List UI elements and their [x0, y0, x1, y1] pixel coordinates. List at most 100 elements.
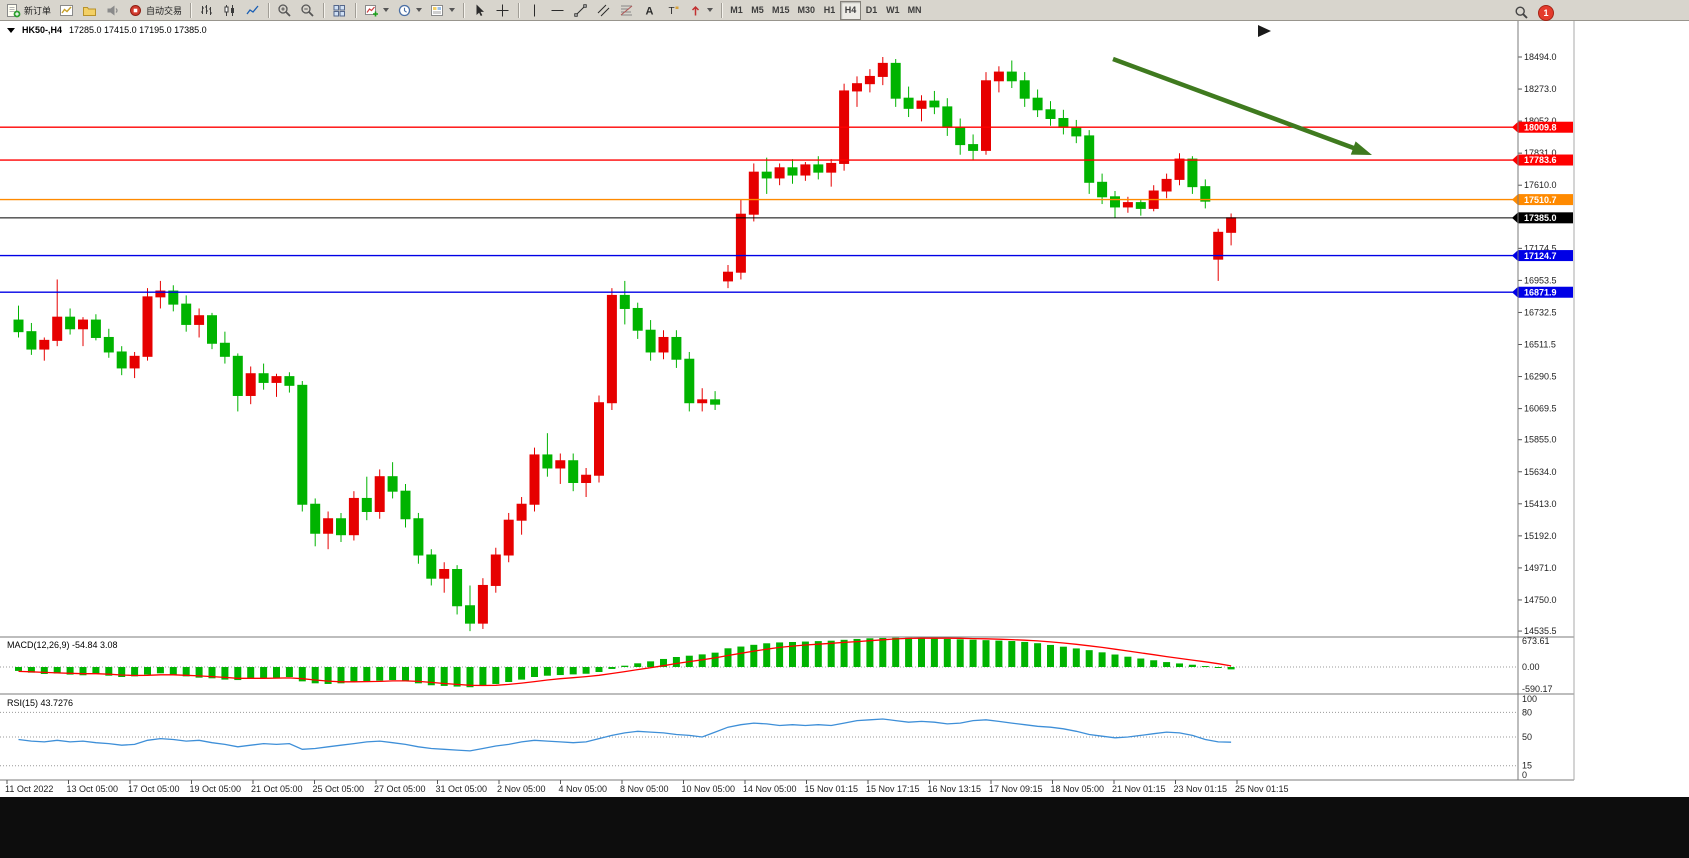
periods-dropdown-caret: [416, 8, 423, 12]
label-icon: T: [665, 3, 680, 18]
timeframe-button-MN[interactable]: MN: [904, 1, 926, 20]
speaker-icon: [105, 3, 120, 18]
collapse-chart-icon[interactable]: [7, 27, 15, 33]
panel-borders: [0, 21, 1575, 781]
fibonacci-button[interactable]: [615, 1, 638, 20]
toolbar-separator: [463, 2, 465, 18]
indicators-icon: [364, 3, 379, 18]
new-order-button[interactable]: 新订单: [2, 1, 55, 20]
zoom-out-button[interactable]: [296, 1, 319, 20]
price-tick-label: 15192.0: [1524, 531, 1557, 541]
vertical-line-button[interactable]: [523, 1, 546, 20]
svg-text:T: T: [668, 6, 674, 17]
vertical-line-icon: [527, 3, 542, 18]
cursor-button[interactable]: [468, 1, 491, 20]
macd-scale-label: 0.00: [1522, 662, 1540, 672]
price-tick-label: 18273.0: [1524, 84, 1557, 94]
rsi-scale-label: 0: [1522, 770, 1527, 780]
svg-text:16871.9: 16871.9: [1524, 287, 1557, 297]
zoom-in-button[interactable]: [273, 1, 296, 20]
chart-window[interactable]: 18494.0 18273.0 18052.0 17831.0 17610.0 17174…: [0, 21, 1689, 797]
trendline-button[interactable]: [569, 1, 592, 20]
date-label: 4 Nov 05:00: [559, 784, 608, 794]
time-axis[interactable]: 11 Oct 2022 13 Oct 05:00 17 Oct 05:00 19 Oc…: [5, 780, 1289, 794]
date-label: 23 Nov 01:15: [1174, 784, 1228, 794]
auto-trading-button[interactable]: 自动交易: [124, 1, 186, 20]
date-label: 17 Nov 09:15: [989, 784, 1043, 794]
indicators-button[interactable]: [360, 1, 393, 20]
price-tick-label: 18494.0: [1524, 52, 1557, 62]
chart-canvas[interactable]: 18494.0 18273.0 18052.0 17831.0 17610.0 17174…: [0, 21, 1689, 797]
templates-dropdown-caret: [449, 8, 456, 12]
svg-text:A: A: [646, 5, 654, 17]
search-button[interactable]: [1512, 3, 1531, 22]
bottom-strip: [0, 797, 1689, 858]
price-tick-label: 16953.5: [1524, 275, 1557, 285]
shapes-button[interactable]: [684, 1, 717, 20]
rsi-line: [18, 718, 1232, 752]
timeframe-button-H4[interactable]: H4: [840, 0, 862, 20]
rsi-scale-label: 80: [1522, 707, 1532, 717]
candlestick-chart-button[interactable]: [218, 1, 241, 20]
profiles-folder-icon: [82, 3, 97, 18]
arrow-shape-icon: [688, 3, 703, 18]
price-tick-label: 15855.0: [1524, 435, 1557, 445]
templates-button[interactable]: [426, 1, 459, 20]
svg-text:17783.6: 17783.6: [1524, 155, 1557, 165]
price-tick-label: 15413.0: [1524, 499, 1557, 509]
svg-text:17510.7: 17510.7: [1524, 195, 1557, 205]
price-tick-label: 14750.0: [1524, 595, 1557, 605]
price-tick-label: 15634.0: [1524, 467, 1557, 477]
toolbar-separator: [190, 2, 192, 18]
timeframe-button-M30[interactable]: M30: [794, 1, 820, 20]
timeframe-button-M15[interactable]: M15: [768, 1, 794, 20]
macd-signal-line: [18, 637, 1232, 687]
rsi-scale-label: 100: [1522, 694, 1537, 704]
toolbar-separator: [721, 2, 723, 18]
date-label: 21 Oct 05:00: [251, 784, 303, 794]
shapes-dropdown-caret: [707, 8, 714, 12]
label-button[interactable]: T: [661, 1, 684, 20]
timeframe-button-D1[interactable]: D1: [861, 1, 882, 20]
channel-button[interactable]: [592, 1, 615, 20]
line-chart-icon: [245, 3, 260, 18]
macd-panel: 673.61 0.00 -590.17: [0, 636, 1553, 694]
date-label: 18 Nov 05:00: [1051, 784, 1105, 794]
notification-badge[interactable]: 1: [1538, 4, 1554, 21]
bar-chart-button[interactable]: [195, 1, 218, 20]
timeframe-button-M5[interactable]: M5: [747, 1, 768, 20]
zoom-in-icon: [277, 3, 292, 18]
chart-shift-marker[interactable]: [1258, 25, 1271, 37]
timeframe-button-H1[interactable]: H1: [819, 1, 840, 20]
date-label: 27 Oct 05:00: [374, 784, 426, 794]
auto-trading-status-icon: [128, 3, 143, 18]
price-tick-label: 17610.0: [1524, 180, 1557, 190]
line-chart-button[interactable]: [241, 1, 264, 20]
price-tick-label: 17174.5: [1524, 243, 1557, 253]
date-label: 15 Nov 01:15: [805, 784, 859, 794]
alerts-button[interactable]: [101, 1, 124, 20]
new-chart-button[interactable]: [55, 1, 78, 20]
zoom-out-icon: [300, 3, 315, 18]
tile-windows-button[interactable]: [328, 1, 351, 20]
price-axis[interactable]: 18494.0 18273.0 18052.0 17831.0 17610.0 17174…: [1518, 52, 1557, 636]
price-level-label-16871.9: 16871.9: [1512, 286, 1573, 298]
crosshair-icon: [495, 3, 510, 18]
macd-scale-label: 673.61: [1522, 636, 1550, 646]
price-tick-label: 14535.5: [1524, 626, 1557, 636]
text-button[interactable]: A: [638, 1, 661, 20]
macd-indicator-label: MACD(12,26,9) -54.84 3.08: [7, 640, 118, 650]
price-level-label-17783.6: 17783.6: [1512, 154, 1573, 166]
trend-arrow[interactable]: [1112, 56, 1372, 155]
periods-button[interactable]: [393, 1, 426, 20]
timeframe-button-M1[interactable]: M1: [726, 1, 747, 20]
horizontal-line-button[interactable]: [546, 1, 569, 20]
date-label: 16 Nov 13:15: [928, 784, 982, 794]
timeframe-button-W1[interactable]: W1: [882, 1, 904, 20]
search-icon: [1514, 5, 1529, 20]
price-level-label-17510.7: 17510.7: [1512, 194, 1573, 206]
crosshair-button[interactable]: [491, 1, 514, 20]
timeframe-buttons: M1 M5 M15 M30 H1 H4 D1 W1 MN: [726, 0, 926, 20]
date-label: 14 Nov 05:00: [743, 784, 797, 794]
profiles-button[interactable]: [78, 1, 101, 20]
